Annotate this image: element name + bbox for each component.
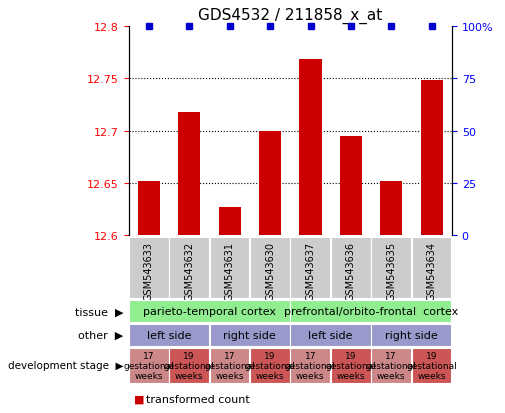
Bar [371,238,411,298]
Bar [380,181,402,236]
Bar [210,348,249,383]
Text: tissue  ▶: tissue ▶ [75,306,124,317]
Bar [129,324,209,346]
Text: GSM543633: GSM543633 [144,241,154,300]
Bar [331,348,371,383]
Text: 19
gestational
weeks: 19 gestational weeks [325,351,376,380]
Bar [340,137,362,236]
Bar [178,112,200,236]
Text: GSM543636: GSM543636 [346,241,356,300]
Bar [290,324,371,346]
Text: GSM543637: GSM543637 [306,241,316,300]
Text: GSM543634: GSM543634 [427,241,437,300]
Bar [290,301,451,323]
Text: percentile rank within the sample: percentile rank within the sample [146,412,334,413]
Bar [219,208,241,236]
Bar [250,238,290,298]
Bar [412,238,451,298]
Bar [421,81,443,236]
Text: 19
gestational
weeks: 19 gestational weeks [406,351,457,380]
Text: prefrontal/orbito-frontal  cortex: prefrontal/orbito-frontal cortex [284,306,458,317]
Bar [129,238,169,298]
Bar [210,238,249,298]
Text: 19
gestational
weeks: 19 gestational weeks [164,351,215,380]
Text: 17
gestational
weeks: 17 gestational weeks [366,351,417,380]
Text: ■: ■ [134,394,144,404]
Text: 19
gestational
weeks: 19 gestational weeks [244,351,295,380]
Text: GSM543630: GSM543630 [265,241,275,300]
Text: GSM543635: GSM543635 [386,241,396,300]
Bar [210,324,290,346]
Text: right side: right side [385,330,438,340]
Bar [138,181,160,236]
Bar [371,324,451,346]
Text: 17
gestational
weeks: 17 gestational weeks [123,351,174,380]
Text: 17
gestational
weeks: 17 gestational weeks [285,351,336,380]
Text: transformed count: transformed count [146,394,250,404]
Bar [412,348,451,383]
Bar [290,238,330,298]
Bar [331,238,371,298]
Bar [129,348,169,383]
Text: other  ▶: other ▶ [78,330,124,340]
Text: development stage  ▶: development stage ▶ [8,361,124,370]
Bar [290,348,330,383]
Text: left side: left side [146,330,191,340]
Bar [169,238,209,298]
Bar [129,301,290,323]
Text: 17
gestational
weeks: 17 gestational weeks [204,351,255,380]
Bar [169,348,209,383]
Bar [250,348,290,383]
Bar [259,131,281,236]
Title: GDS4532 / 211858_x_at: GDS4532 / 211858_x_at [198,8,382,24]
Text: left side: left side [308,330,353,340]
Text: ■: ■ [134,412,144,413]
Text: right side: right side [223,330,276,340]
Text: GSM543632: GSM543632 [184,241,194,300]
Text: parieto-temporal cortex: parieto-temporal cortex [143,306,276,317]
Bar [299,60,322,236]
Bar [371,348,411,383]
Text: GSM543631: GSM543631 [225,241,235,300]
